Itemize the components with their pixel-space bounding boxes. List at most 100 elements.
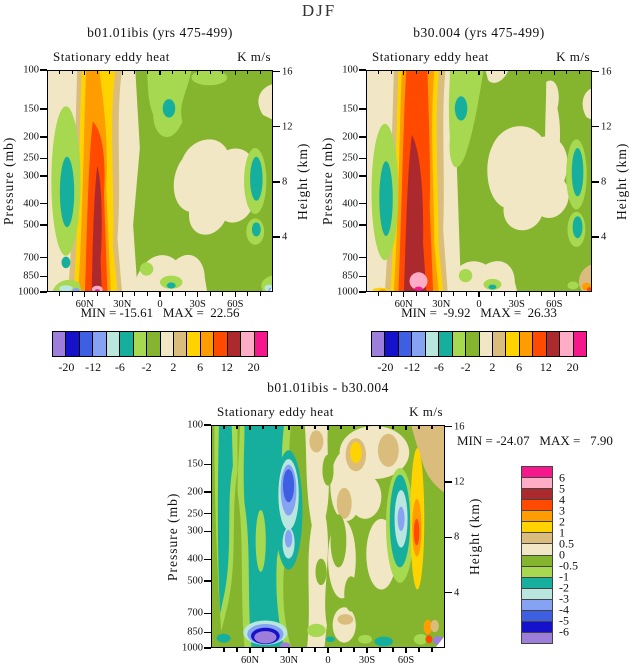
colorbar-cell [522,499,552,511]
colorbar-cell [411,332,425,356]
pressure-tick [40,69,47,71]
pressure-tick-label: 700 [23,252,39,264]
pressure-tick [359,291,366,293]
lat-tick [453,70,455,74]
colorbar-cell [105,332,120,356]
lat-tick [314,425,316,429]
lat-tick [249,648,251,653]
min-max-stats: MIN = -24.07 MAX = 7.90 [457,433,613,448]
lat-tick [184,70,186,74]
colorbar-tick-label: -12 [85,360,102,374]
lat-tick [405,425,407,430]
panel-units-label: K m/s [556,49,590,64]
lat-tick [146,292,149,296]
colorbar-cell [505,332,519,356]
lat-tick-label: 30N [279,655,299,666]
pressure-tick [204,463,211,465]
lat-tick [247,292,249,296]
lat-tick [247,70,249,74]
lat-tick [58,70,61,74]
lat-tick [314,648,316,652]
lat-tick [236,425,238,429]
pressure-tick-label: 200 [23,131,39,143]
lat-tick [553,70,555,75]
panel-difference: b01.01ibis - b30.004 Stationary eddy hea… [165,380,613,666]
height-axis-label: Height (km) [295,142,310,220]
colorbar-tick-label: 20 [247,360,260,374]
colorbar-cell [522,521,552,533]
lat-tick [440,70,442,75]
pressure-tick [40,157,47,160]
colorbar-tick-label: 6 [516,360,523,374]
lat-tick [392,425,394,429]
colorbar-cell [522,587,552,599]
colorbar-tick-label: 5 [559,481,565,496]
lat-tick-label: 30S [189,299,206,310]
lat-tick [249,425,251,430]
colorbar-tick-label: -2 [460,360,471,374]
lat-tick [478,292,480,297]
lat-tick [134,70,136,74]
pressure-tick-label: 300 [342,170,358,182]
colorbar-cell [213,332,227,356]
pressure-tick-label: 300 [187,525,203,537]
lat-tick [453,292,455,296]
colorbar-cell [545,332,560,356]
pressure-tick-label: 500 [187,575,203,587]
lat-tick [288,648,290,653]
pressure-tick [359,224,366,226]
height-tick-label: 8 [601,176,607,188]
pressure-tick-label: 500 [23,219,39,231]
pressure-tick [359,175,366,177]
pressure-tick-label: 500 [342,219,358,231]
lat-tick [327,425,329,430]
lat-tick [262,648,264,652]
lat-tick-label: 30N [113,299,132,310]
colorbar-cell [522,477,552,489]
contour-field [48,71,272,291]
height-axis-label: Height (km) [614,142,629,220]
lat-tick [159,70,161,75]
lat-tick [340,425,342,429]
lat-tick-label: 60S [227,299,244,310]
colorbar-cell [384,332,398,356]
pressure-tick [204,491,211,493]
panel-variable-label: Stationary eddy heat [53,49,170,64]
colorbar-cell [522,598,552,610]
lat-tick-label: 0 [476,299,482,310]
height-tick-label: 16 [282,66,293,78]
lat-tick [222,70,224,74]
lat-tick [223,648,225,652]
pressure-tick-label: 700 [342,252,358,264]
pressure-tick [359,108,366,110]
height-tick-label: 12 [454,476,465,488]
colorbar-tick-label: -2 [141,360,152,374]
colorbar-tick-label: -20 [58,360,75,374]
colorbar-cell [522,467,552,478]
lat-tick-label: 60S [546,299,563,310]
colorbar-cell [522,488,552,500]
colorbar-cell [159,332,173,356]
lat-tick [84,70,86,75]
pressure-tick [40,224,47,226]
lat-tick [121,292,123,297]
lat-tick [275,425,277,429]
lat-tick [390,292,392,296]
lat-tick [340,648,342,652]
pressure-axis-label: Pressure (mb) [320,136,335,226]
colorbar-cell [532,332,546,356]
pressure-tick [204,424,211,426]
lat-tick [197,292,199,297]
pressure-axis-label: Pressure (mb) [165,492,180,581]
lat-tick-label: 60N [75,299,94,310]
lat-tick [578,292,581,296]
lat-tick [301,425,303,429]
colorbar-cell [424,332,439,356]
colorbar-tick-label: -2 [559,580,569,595]
colorbar-main-left: -20 -12 -6 -2 2 6 12 20 [52,331,268,374]
lat-tick [440,292,442,297]
colorbar-cell [522,554,552,566]
colorbar-tick-label: 12 [539,360,552,374]
lat-tick-label: 30S [358,655,376,666]
pressure-tick-label: 700 [187,607,203,619]
